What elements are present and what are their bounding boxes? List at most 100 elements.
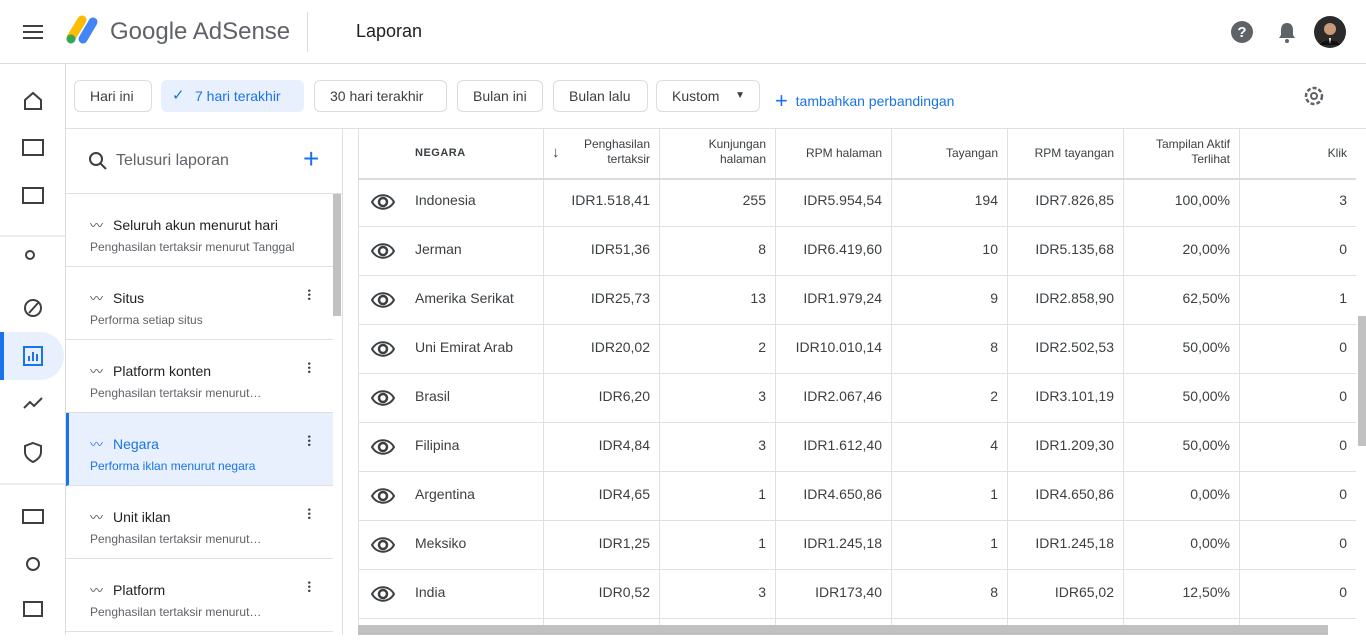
report-icon: 〰 <box>90 510 104 525</box>
panel-divider <box>342 129 343 635</box>
visibility-icon[interactable] <box>370 484 396 511</box>
h-scrollbar[interactable] <box>358 625 1328 635</box>
table-cell: 4 <box>990 437 998 453</box>
filter-chip[interactable]: 30 hari terakhir <box>314 80 447 112</box>
help-icon[interactable]: ? <box>1230 20 1254 44</box>
table-cell: 8 <box>990 584 998 600</box>
row-divider <box>358 569 1356 570</box>
report-item[interactable]: 〰 Unit iklan Penghasilan tertaksir menurut… <box>66 486 333 559</box>
report-subtitle: Penghasilan tertaksir menurut… <box>90 605 262 619</box>
menu-icon[interactable] <box>22 22 44 42</box>
table-cell: 10 <box>982 241 998 257</box>
table-cell: Amerika Serikat <box>415 290 514 306</box>
filter-chip[interactable]: Bulan ini <box>457 80 543 112</box>
filter-chip[interactable]: ✓ 7 hari terakhir <box>161 80 304 112</box>
visibility-icon[interactable] <box>370 533 396 560</box>
more-menu[interactable]: ••• <box>304 362 314 375</box>
table-cell: IDR4,84 <box>598 437 650 453</box>
column-header[interactable]: Tayangan <box>945 146 998 160</box>
table-cell: IDR10.010,14 <box>795 339 882 355</box>
report-icon: 〰 <box>90 583 104 598</box>
visibility-icon[interactable] <box>370 337 396 364</box>
table-cell: IDR3.101,19 <box>1035 388 1114 404</box>
home-icon[interactable] <box>24 91 42 110</box>
report-item[interactable]: 〰 Situs Performa setiap situs ••• <box>66 267 333 340</box>
report-title: Negara <box>113 436 159 452</box>
column-header[interactable]: Penghasilan tertaksir <box>583 137 650 166</box>
feedback-icon[interactable] <box>23 601 43 617</box>
privacy-icon[interactable] <box>25 250 35 260</box>
table-cell: IDR7.826,85 <box>1035 192 1114 208</box>
table-cell: Uni Emirat Arab <box>415 339 514 355</box>
policy-icon[interactable] <box>24 441 42 464</box>
table-cell: IDR4.650,86 <box>803 486 882 502</box>
more-menu[interactable]: ••• <box>304 289 314 302</box>
notification-icon[interactable] <box>1276 20 1298 44</box>
filter-chip[interactable]: Hari ini <box>74 80 152 112</box>
table-cell: India <box>415 584 446 600</box>
block-icon[interactable] <box>24 299 42 317</box>
report-icon: 〰 <box>90 291 104 306</box>
report-item[interactable]: 〰 Platform konten Penghasilan tertaksir me… <box>66 340 333 413</box>
filter-chip[interactable]: Kustom ▼ <box>656 80 760 112</box>
optimize-icon[interactable] <box>23 397 43 409</box>
brand: Google AdSense <box>110 18 291 45</box>
payments-icon[interactable] <box>22 509 44 524</box>
table-cell: IDR0,52 <box>598 584 650 600</box>
report-item[interactable]: 〰 Seluruh akun menurut hari Penghasilan te… <box>66 194 333 267</box>
ads-icon[interactable] <box>22 139 44 156</box>
settings-icon[interactable] <box>26 557 40 571</box>
table-cell: 194 <box>974 192 998 208</box>
table-cell: 1 <box>990 486 998 502</box>
logo <box>66 15 98 44</box>
column-header[interactable]: RPM tayangan <box>1034 146 1114 160</box>
sites-icon[interactable] <box>22 187 44 204</box>
search-box[interactable]: Telusuri laporan + <box>66 129 342 194</box>
visibility-icon[interactable] <box>370 435 396 462</box>
table-cell: Jerman <box>415 241 462 257</box>
visibility-icon[interactable] <box>370 386 396 413</box>
table-cell: 0,00% <box>1190 486 1230 502</box>
visibility-icon[interactable] <box>370 582 396 609</box>
separator <box>66 128 1366 129</box>
sort-icon: ↓ <box>552 144 560 161</box>
column-header[interactable]: Tampilan Aktif Terlihat <box>1155 137 1230 166</box>
more-menu[interactable]: ••• <box>304 508 314 521</box>
table-cell: IDR1.979,24 <box>803 290 882 306</box>
reports-icon[interactable] <box>23 346 43 366</box>
visibility-icon[interactable] <box>370 239 396 266</box>
row-divider <box>358 373 1356 374</box>
table-cell: 0 <box>1339 535 1347 551</box>
scrollbar[interactable] <box>333 194 341 316</box>
column-divider <box>1123 129 1124 625</box>
column-divider <box>1239 129 1240 625</box>
visibility-icon[interactable] <box>370 190 396 217</box>
table-cell: 1 <box>990 535 998 551</box>
column-header[interactable]: Klik <box>1327 146 1347 160</box>
more-menu[interactable]: ••• <box>304 581 314 594</box>
table-cell: IDR1.245,18 <box>803 535 882 551</box>
table-cell: 100,00% <box>1174 192 1230 208</box>
add-report[interactable]: + <box>303 143 320 174</box>
column-header[interactable]: RPM halaman <box>805 146 882 160</box>
table-cell: 0 <box>1339 437 1347 453</box>
column-header[interactable]: Kunjungan halaman <box>708 137 766 166</box>
visibility-icon[interactable] <box>370 288 396 315</box>
top-bar: Google AdSense Laporan ? <box>0 0 1366 64</box>
table-cell: Brasil <box>415 388 451 404</box>
table-cell: 20,00% <box>1182 241 1230 257</box>
report-item[interactable]: 〰 Negara Performa iklan menurut negara ••• <box>66 413 333 486</box>
table-cell: 3 <box>758 584 766 600</box>
side-nav <box>0 64 66 635</box>
more-menu[interactable]: ••• <box>304 435 314 448</box>
avatar[interactable] <box>1314 16 1346 48</box>
report-item[interactable]: 〰 Platform Penghasilan tertaksir menurut… •… <box>66 559 333 632</box>
table-cell: 255 <box>742 192 766 208</box>
add-comparison[interactable]: + tambahkan perbandingan <box>775 88 955 113</box>
row-divider <box>358 520 1356 521</box>
settings-button[interactable] <box>1302 84 1326 108</box>
v-scrollbar[interactable] <box>1358 316 1366 446</box>
check-icon: ✓ <box>172 87 185 104</box>
filter-chip[interactable]: Bulan lalu <box>553 80 648 112</box>
table-cell: IDR65,02 <box>1054 584 1114 600</box>
